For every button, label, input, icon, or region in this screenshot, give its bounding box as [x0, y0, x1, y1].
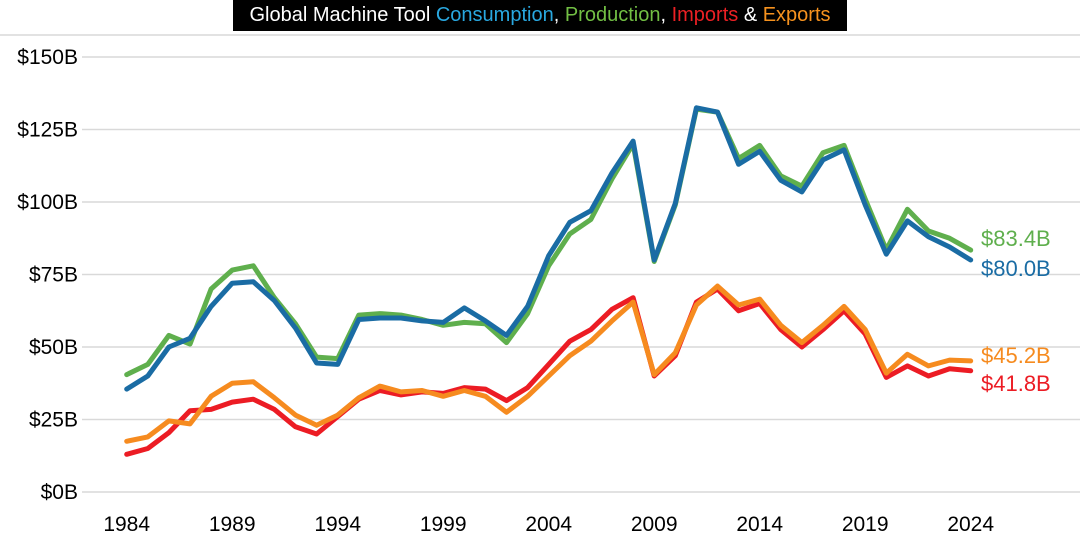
x-tick-label: 1989 [209, 513, 256, 536]
x-tick-label: 1984 [103, 513, 150, 536]
title-segment: Imports [671, 4, 739, 26]
imports-line [124, 286, 974, 457]
end-label-imports: $41.8B [981, 371, 1051, 396]
title-segment: Exports [762, 4, 831, 26]
title-segment: , [553, 4, 565, 26]
x-tick-label: 2024 [947, 513, 994, 536]
x-tick-label: 1999 [420, 513, 467, 536]
end-label-exports: $45.2B [981, 343, 1051, 368]
title-segment: Production [564, 4, 661, 26]
x-tick-label: 2009 [631, 513, 678, 536]
consumption-line [124, 105, 974, 392]
title-segment: Consumption [435, 4, 554, 26]
y-tick-label: $50B [29, 336, 78, 359]
y-tick-label: $125B [17, 119, 78, 142]
production-line [124, 106, 974, 378]
chart-title: Global Machine Tool Consumption, Product… [233, 0, 847, 31]
title-segment: & [738, 4, 763, 26]
y-tick-label: $100B [17, 191, 78, 214]
x-tick-label: 2014 [736, 513, 783, 536]
y-tick-label: $75B [29, 264, 78, 287]
y-tick-label: $25B [29, 409, 78, 432]
title-segment: , [660, 4, 672, 26]
x-tick-label: 2004 [525, 513, 572, 536]
x-tick-label: 1994 [314, 513, 361, 536]
y-tick-label: $150B [17, 46, 78, 69]
title-bar-row: Global Machine Tool Consumption, Product… [0, 0, 1080, 31]
exports-line [124, 283, 974, 444]
end-label-consumption: $80.0B [981, 256, 1051, 281]
y-tick-label: $0B [41, 481, 78, 504]
x-tick-label: 2019 [842, 513, 889, 536]
title-segment: Global Machine Tool [249, 4, 436, 26]
end-label-production: $83.4B [981, 226, 1051, 251]
